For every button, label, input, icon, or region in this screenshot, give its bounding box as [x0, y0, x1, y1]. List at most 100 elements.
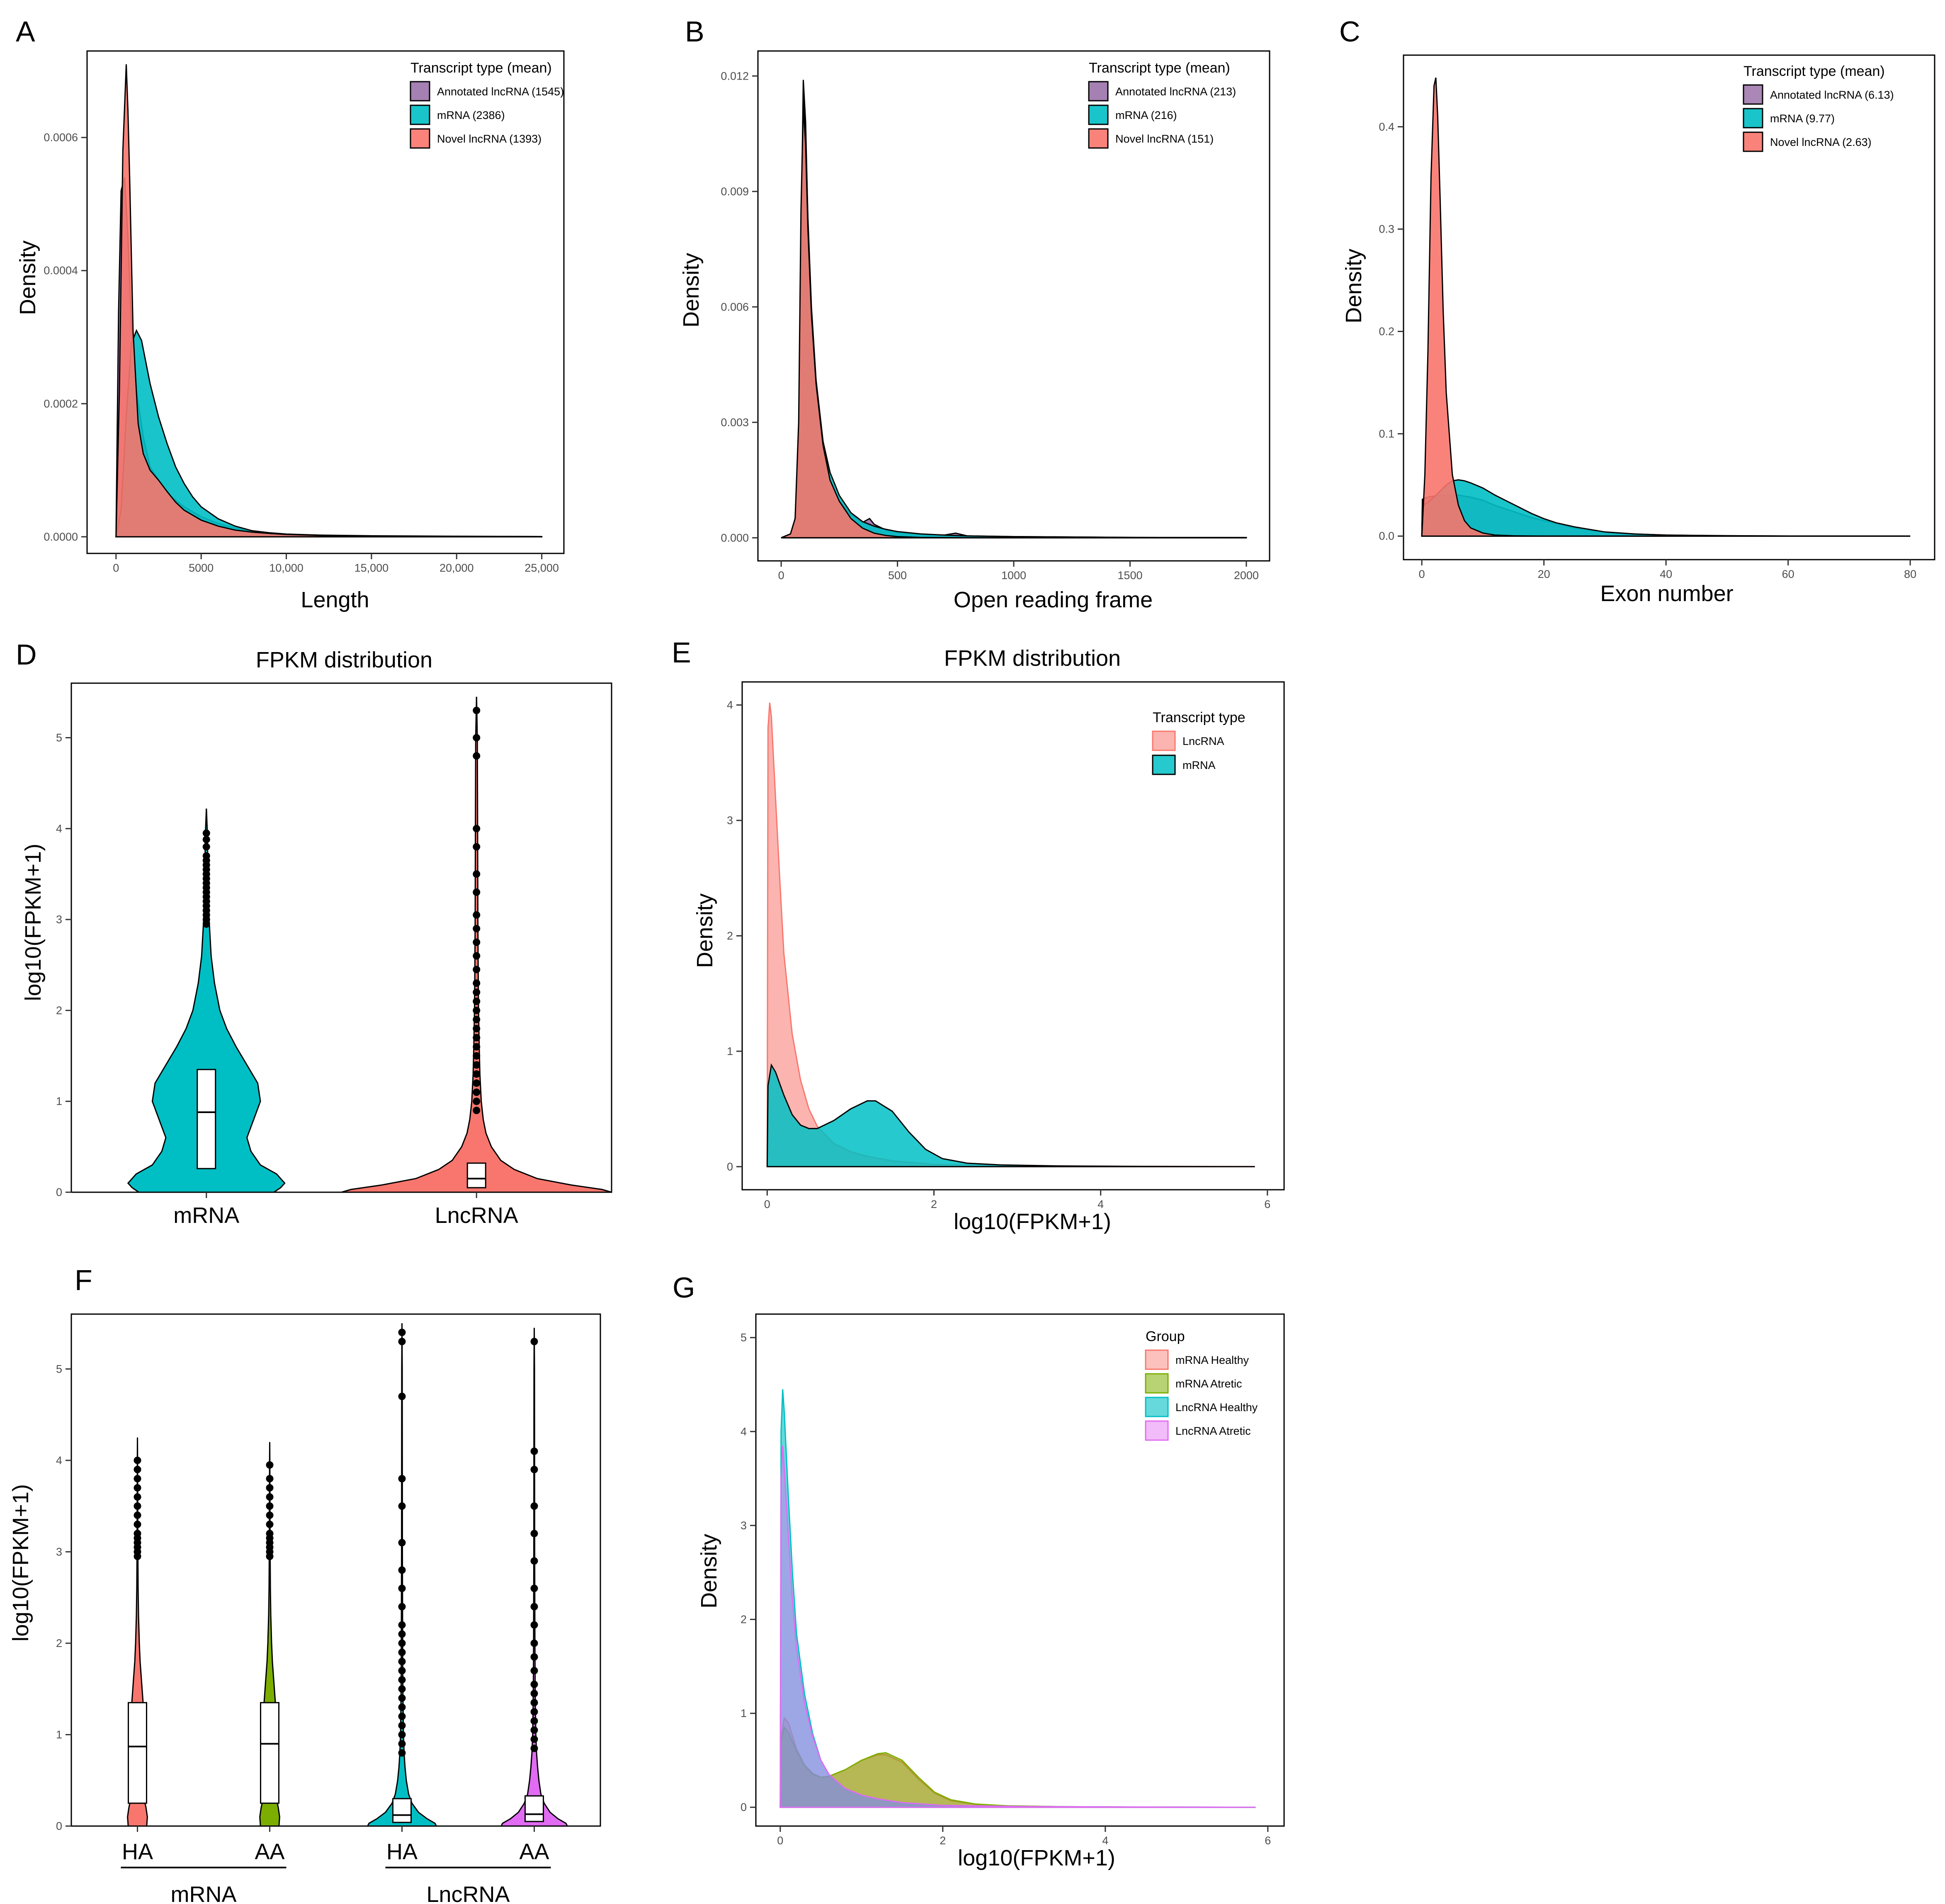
category-label-d-1: LncRNA: [435, 1203, 518, 1228]
outlier-point-f-3-5: [530, 1699, 538, 1707]
outlier-point-f-3-7: [530, 1681, 538, 1688]
outlier-point-f-2-10: [398, 1658, 406, 1666]
density-series-a-2: [115, 64, 543, 538]
x-tick-label-e-3: 6: [1264, 1198, 1270, 1210]
y-tick-label-g-2: 2: [741, 1613, 747, 1625]
legend-key-g-3: [1145, 1420, 1169, 1441]
y-tick-label-d-4: 4: [56, 822, 62, 835]
y-tick-label-e-4: 4: [727, 699, 733, 711]
x-tick-label-b-3: 1500: [1117, 569, 1142, 582]
y-tick-label-g-4: 4: [741, 1425, 747, 1438]
x-tick-label-b-1: 500: [888, 569, 907, 582]
outlier-point-f-1-6: [266, 1521, 274, 1528]
outlier-point-d-1-10: [473, 1016, 481, 1024]
y-tick-label-f-0: 0: [56, 1820, 62, 1832]
outlier-point-f-2-19: [398, 1502, 406, 1510]
y-tick-label-a-0: 0.0000: [44, 531, 78, 543]
legend-label-b-2: Novel lncRNA (151): [1115, 133, 1214, 145]
outlier-point-f-3-3: [530, 1717, 538, 1725]
y-tick-label-f-2: 2: [56, 1637, 62, 1649]
legend-title-e: Transcript type: [1153, 710, 1246, 725]
x-tick-label-a-1: 5000: [189, 562, 214, 574]
outlier-point-f-3-13: [530, 1584, 538, 1592]
outlier-point-d-1-13: [473, 988, 481, 996]
x-tick-label-g-1: 2: [940, 1834, 946, 1847]
outlier-point-f-0-11: [134, 1475, 141, 1482]
outlier-point-d-1-25: [473, 734, 481, 742]
chart-e: FPKM distribution Density log10(FPKM+1) 0 2 4…: [692, 646, 1285, 1234]
legend-label-e-1: mRNA: [1183, 759, 1216, 771]
outlier-point-f-2-22: [398, 1338, 406, 1346]
outlier-point-f-2-6: [398, 1694, 406, 1702]
y-tick-label-b-2: 0.006: [721, 301, 749, 313]
outlier-point-f-0-7: [134, 1511, 141, 1519]
y-tick-label-d-3: 3: [56, 913, 62, 926]
outlier-point-f-2-11: [398, 1648, 406, 1656]
x-tick-label-a-5: 25,000: [524, 562, 559, 574]
outlier-point-d-1-11: [473, 1007, 481, 1014]
outlier-point-f-2-5: [398, 1703, 406, 1711]
outlier-point-f-1-12: [266, 1461, 274, 1469]
x-tick-label-g-2: 4: [1102, 1834, 1108, 1847]
outlier-point-f-3-17: [530, 1465, 538, 1473]
chart-d: FPKM distribution log10(FPKM+1) 0 1 2 3 4 5 mRNA…: [21, 648, 612, 1228]
outlier-point-f-2-9: [398, 1667, 406, 1675]
x-tick-label-e-1: 2: [931, 1198, 937, 1210]
outlier-point-f-2-13: [398, 1630, 406, 1638]
legend-label-e-0: LncRNA: [1183, 735, 1224, 747]
legend-label-g-0: mRNA Healthy: [1175, 1354, 1249, 1366]
outlier-point-f-0-12: [134, 1465, 141, 1473]
outlier-point-f-2-12: [398, 1639, 406, 1647]
box-d-1: [466, 1162, 486, 1188]
outlier-point-d-1-5: [473, 1061, 481, 1069]
panel-letter-g: G: [673, 1271, 695, 1304]
box-d-0: [197, 1069, 216, 1169]
outlier-point-f-2-14: [398, 1621, 406, 1629]
x-tick-label-b-4: 2000: [1234, 569, 1259, 582]
y-tick-label-a-3: 0.0006: [44, 131, 78, 144]
y-tick-label-g-3: 3: [741, 1519, 747, 1532]
legend-key-b-0: [1088, 81, 1109, 102]
outlier-point-d-1-1: [473, 1097, 481, 1105]
outlier-point-f-3-9: [530, 1653, 538, 1661]
legend-label-g-1: mRNA Atretic: [1175, 1378, 1242, 1390]
outlier-point-f-3-0: [530, 1744, 538, 1752]
outlier-point-d-0-16: [202, 843, 210, 851]
outlier-point-d-1-7: [473, 1043, 481, 1051]
outlier-point-d-1-4: [473, 1070, 481, 1078]
y-tick-label-c-1: 0.1: [1379, 427, 1394, 440]
outlier-point-d-1-15: [473, 965, 481, 973]
x-tick-label-a-3: 15,000: [355, 562, 389, 574]
y-axis-title-g: Density: [697, 1534, 721, 1608]
outlier-point-f-3-16: [530, 1502, 538, 1510]
panel-d: D FPKM distribution log10(FPKM+1) 0 1 2 3 4 5 mR…: [16, 638, 612, 1228]
legend-key-a-2: [410, 128, 430, 149]
violin-d-0: [127, 808, 286, 1193]
outlier-point-f-1-7: [266, 1511, 274, 1519]
outlier-point-f-2-21: [398, 1392, 406, 1400]
outlier-point-f-3-4: [530, 1708, 538, 1716]
y-axis-title-d: log10(FPKM+1): [21, 844, 46, 1001]
x-axis-title-g: log10(FPKM+1): [958, 1846, 1115, 1870]
panel-letter-d: D: [16, 638, 37, 671]
legend-label-c-0: Annotated lncRNA (6.13): [1770, 89, 1894, 101]
y-tick-label-b-3: 0.009: [721, 185, 749, 198]
outlier-point-d-1-17: [473, 938, 481, 946]
y-axis-title-b: Density: [679, 253, 704, 327]
legend-label-b-1: mRNA (216): [1115, 109, 1177, 121]
outlier-point-f-1-10: [266, 1484, 274, 1492]
y-tick-label-d-2: 2: [56, 1004, 62, 1016]
x-tick-label-a-2: 10,000: [269, 562, 304, 574]
density-series-e-1: [766, 1063, 1255, 1167]
outlier-point-f-3-1: [530, 1735, 538, 1743]
panel-b: B Density Open reading frame 0 500 1000 1500 2…: [679, 15, 1270, 612]
legend-label-b-0: Annotated lncRNA (213): [1115, 85, 1236, 98]
x-tick-label-e-0: 0: [764, 1198, 770, 1210]
plot-frame-f: [70, 1313, 601, 1827]
legend-title-a: Transcript type (mean): [410, 60, 552, 76]
violin-f-2: [367, 1323, 437, 1827]
outlier-point-f-1-9: [266, 1493, 274, 1501]
outlier-point-d-1-0: [473, 1106, 481, 1114]
y-tick-label-g-5: 5: [741, 1332, 747, 1344]
outlier-point-f-3-18: [530, 1447, 538, 1455]
